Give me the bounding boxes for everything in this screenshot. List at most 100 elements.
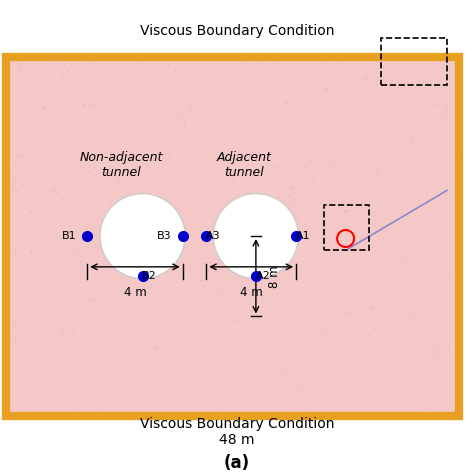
Point	[435, 129, 442, 137]
Point	[237, 285, 245, 292]
Point	[163, 375, 171, 383]
Point	[11, 337, 19, 344]
Point	[42, 328, 49, 336]
Point	[269, 292, 276, 300]
Point	[262, 302, 269, 310]
Point	[115, 272, 123, 280]
Point	[213, 240, 221, 248]
Point	[132, 163, 140, 170]
Point	[395, 119, 403, 127]
Point	[394, 326, 401, 333]
Point	[330, 181, 338, 189]
Point	[305, 155, 312, 163]
Point	[67, 90, 74, 98]
Point	[88, 78, 95, 86]
Point	[43, 387, 51, 395]
Point	[72, 346, 79, 353]
Point	[451, 383, 458, 391]
Point	[200, 396, 208, 404]
Point	[352, 329, 360, 337]
Point	[232, 317, 240, 324]
Text: B1: B1	[62, 231, 77, 241]
Point	[48, 126, 56, 133]
Point	[271, 361, 279, 368]
Point	[134, 335, 142, 342]
Point	[164, 149, 172, 157]
Point	[165, 337, 173, 344]
Point	[131, 197, 139, 204]
Point	[273, 164, 281, 171]
Point	[335, 81, 342, 89]
Point	[284, 60, 292, 67]
Point	[94, 405, 102, 412]
Point	[175, 222, 183, 229]
Point	[442, 100, 449, 108]
Point	[429, 351, 437, 358]
Point	[150, 217, 157, 225]
Point	[352, 64, 359, 72]
Point	[371, 139, 379, 147]
Point	[390, 108, 398, 115]
Point	[432, 345, 440, 353]
Point	[13, 185, 20, 192]
Point	[47, 306, 55, 313]
Point	[340, 310, 348, 318]
Point	[133, 284, 140, 292]
Point	[296, 396, 303, 404]
Point	[239, 260, 246, 268]
Point	[219, 321, 226, 329]
Point	[290, 163, 298, 171]
Point	[15, 62, 22, 70]
Point	[181, 117, 188, 124]
Text: Viscous Boundary Condition: Viscous Boundary Condition	[140, 24, 334, 38]
Point	[342, 208, 349, 215]
Point	[282, 379, 289, 386]
Point	[442, 104, 449, 112]
Point	[146, 377, 154, 385]
Point	[207, 397, 215, 404]
Point	[296, 384, 304, 392]
Point	[191, 401, 199, 408]
Point	[435, 176, 443, 184]
Point	[358, 344, 366, 351]
Point	[380, 363, 388, 371]
Point	[446, 270, 454, 277]
Point	[250, 270, 257, 277]
Point	[372, 139, 380, 147]
Point	[22, 345, 29, 352]
Point	[195, 276, 202, 283]
Point	[327, 106, 334, 114]
Point	[64, 80, 71, 87]
Point	[291, 321, 298, 328]
Point	[433, 349, 441, 357]
Point	[74, 386, 82, 393]
Point	[329, 193, 337, 201]
Point	[146, 324, 154, 331]
Point	[214, 158, 222, 165]
Point	[281, 371, 289, 378]
Point	[107, 393, 115, 401]
Point	[268, 348, 276, 356]
Point	[337, 213, 345, 221]
Point	[33, 78, 40, 86]
Point	[308, 177, 316, 184]
Point	[332, 84, 340, 92]
Point	[420, 340, 428, 347]
Point	[353, 172, 360, 180]
Point	[99, 110, 107, 118]
Point	[75, 247, 82, 255]
Point	[373, 263, 380, 271]
Point	[449, 260, 456, 267]
Point	[262, 238, 270, 246]
Point	[131, 364, 138, 372]
Point	[23, 243, 30, 250]
Point	[319, 323, 327, 331]
Point	[89, 225, 96, 232]
Point	[77, 314, 84, 321]
Point	[348, 391, 356, 398]
Point	[408, 111, 415, 119]
Point	[416, 401, 424, 409]
Point	[27, 248, 35, 255]
Point	[360, 91, 368, 98]
Point	[122, 199, 130, 206]
